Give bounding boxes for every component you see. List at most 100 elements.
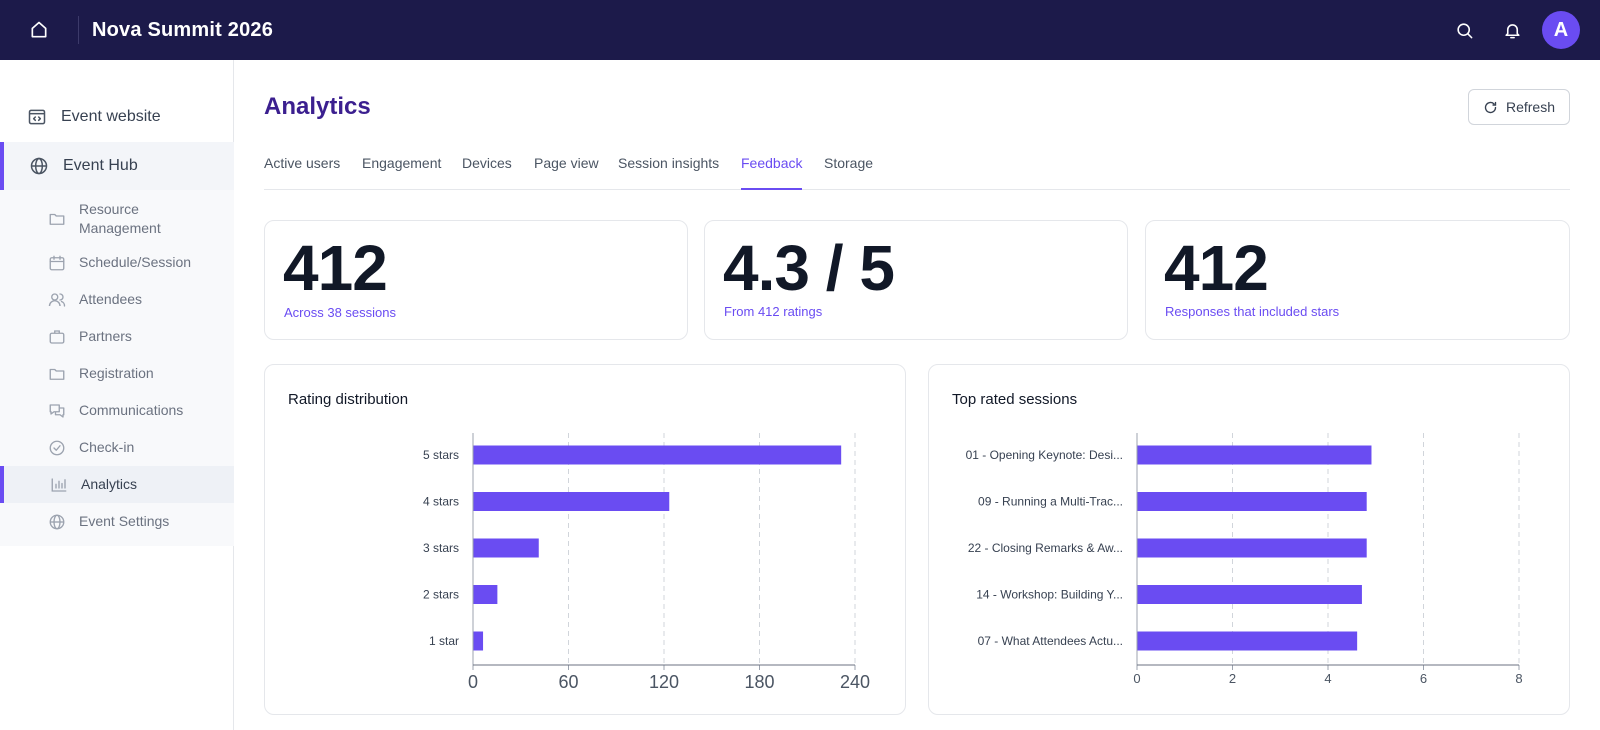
- chat-icon: [48, 402, 66, 420]
- sidebar-item-label: Check-in: [79, 439, 135, 455]
- bar: [1137, 631, 1358, 651]
- home-button[interactable]: [0, 0, 78, 60]
- bar: [1137, 538, 1367, 558]
- sidebar-item-analytics[interactable]: Analytics: [0, 466, 234, 503]
- bar: [473, 585, 498, 604]
- avatar[interactable]: A: [1542, 11, 1580, 49]
- sidebar-item-label: Schedule/Session: [79, 254, 192, 270]
- stat-card-responses: 412 Across 38 sessions: [264, 220, 688, 340]
- sidebar-item-label: Registration: [79, 365, 154, 381]
- top-bar: Nova Summit 2026 A: [0, 0, 1600, 60]
- category-label: 01 - Opening Keynote: Desi...: [966, 448, 1123, 462]
- sidebar-item-event-hub[interactable]: Event Hub: [0, 142, 234, 190]
- x-tick-label: 6: [1420, 671, 1427, 686]
- sidebar-item-label: Partners: [79, 328, 132, 344]
- category-label: 14 - Workshop: Building Y...: [976, 588, 1123, 602]
- top-bar-divider: [78, 16, 79, 44]
- top-rated-sessions-card: Top rated sessions 0 2 4 6 8 01 - Opening Key…: [928, 364, 1570, 715]
- stat-subtitle: Across 38 sessions: [284, 305, 396, 320]
- tab-storage[interactable]: Storage: [824, 155, 874, 171]
- sidebar-item-communications[interactable]: Communications: [0, 392, 234, 429]
- tab-active-users[interactable]: Active users: [264, 155, 341, 171]
- event-hub-submenu: Resource Management Schedule/Session Att…: [0, 190, 234, 546]
- sidebar-item-label: Event Settings: [79, 513, 170, 529]
- chart-title: Rating distribution: [288, 391, 409, 408]
- top-rated-sessions-chart: 0 2 4 6 8 01 - Opening Keynote: Desi... 09 - R…: [966, 433, 1523, 686]
- stat-subtitle: From 412 ratings: [724, 304, 823, 319]
- sidebar-item-attendees[interactable]: Attendees: [0, 281, 234, 318]
- calendar-icon: [48, 254, 66, 272]
- stat-value: 412: [283, 232, 388, 304]
- search-button[interactable]: [1440, 0, 1488, 60]
- category-label: 3 stars: [423, 541, 459, 555]
- stat-value: 412: [1164, 232, 1269, 304]
- check-circle-icon: [48, 439, 66, 457]
- bar-chart-icon: [50, 476, 68, 494]
- sidebar-item-label: Event Hub: [63, 157, 138, 174]
- stat-card-average-rating: 4.3 / 5 From 412 ratings: [704, 220, 1128, 340]
- sidebar-item-check-in[interactable]: Check-in: [0, 429, 234, 466]
- browser-icon: [27, 107, 47, 127]
- bar: [473, 492, 670, 511]
- folder-icon: [48, 210, 66, 228]
- users-icon: [48, 291, 66, 309]
- category-label: 07 - What Attendees Actu...: [978, 634, 1123, 648]
- category-label: 2 stars: [423, 588, 459, 602]
- sidebar-item-label: Resource Management: [79, 201, 161, 236]
- bar: [1137, 585, 1362, 604]
- tab-feedback[interactable]: Feedback: [741, 148, 803, 190]
- sidebar-item-registration[interactable]: Registration: [0, 355, 234, 392]
- notifications-button[interactable]: [1488, 0, 1536, 60]
- x-tick-label: 4: [1324, 671, 1331, 686]
- x-tick-label: 120: [649, 672, 679, 692]
- sidebar-item-resource-management[interactable]: Resource Management: [0, 194, 234, 244]
- home-icon: [31, 21, 47, 38]
- x-tick-label: 2: [1229, 671, 1236, 686]
- refresh-icon: [1483, 100, 1498, 115]
- refresh-button[interactable]: Refresh: [1468, 89, 1570, 125]
- sidebar-item-label: Attendees: [79, 291, 143, 307]
- stat-subtitle: Responses that included stars: [1165, 304, 1340, 319]
- briefcase-icon: [48, 328, 66, 346]
- globe-icon: [48, 513, 66, 531]
- sidebar-item-schedule-session[interactable]: Schedule/Session: [0, 244, 234, 281]
- x-tick-label: 60: [558, 672, 578, 692]
- x-tick-label: 0: [468, 672, 478, 692]
- page-title: Analytics: [264, 93, 371, 120]
- stat-value: 4.3 / 5: [723, 232, 895, 304]
- x-tick-label: 0: [1133, 671, 1140, 686]
- bell-icon: [1504, 23, 1520, 38]
- bar: [473, 631, 484, 651]
- x-tick-label: 8: [1515, 671, 1522, 686]
- sidebar: Event website Event Hub Resource Managem…: [0, 60, 234, 730]
- category-label: 5 stars: [423, 448, 459, 462]
- tab-page-view[interactable]: Page view: [534, 155, 599, 171]
- search-icon: [1456, 22, 1472, 38]
- stat-card-star-responses: 412 Responses that included stars: [1145, 220, 1570, 340]
- sidebar-item-event-website[interactable]: Event website: [0, 93, 234, 141]
- analytics-tabs: Active users Engagement Devices Page vie…: [264, 148, 1570, 190]
- sidebar-item-partners[interactable]: Partners: [0, 318, 234, 355]
- bar: [473, 538, 539, 558]
- rating-distribution-card: Rating distribution 0 60 120 180 240 5 stars 4…: [264, 364, 906, 715]
- sidebar-item-label: Event website: [61, 108, 161, 125]
- tab-engagement[interactable]: Engagement: [362, 155, 442, 171]
- x-tick-label: 180: [744, 672, 774, 692]
- bar: [1137, 445, 1372, 465]
- tab-devices[interactable]: Devices: [462, 155, 512, 171]
- category-label: 22 - Closing Remarks & Aw...: [968, 541, 1123, 555]
- bar: [473, 445, 842, 465]
- sidebar-item-event-settings[interactable]: Event Settings: [0, 503, 234, 540]
- folder-icon: [48, 365, 66, 383]
- category-label: 09 - Running a Multi-Trac...: [978, 495, 1123, 509]
- chart-title: Top rated sessions: [952, 391, 1078, 408]
- x-tick-label: 240: [840, 672, 870, 692]
- globe-icon: [29, 156, 49, 176]
- category-label: 1 star: [429, 634, 459, 648]
- tab-session-insights[interactable]: Session insights: [618, 155, 720, 171]
- bar: [1137, 492, 1367, 511]
- refresh-label: Refresh: [1505, 99, 1556, 115]
- category-label: 4 stars: [423, 495, 459, 509]
- sidebar-item-label: Analytics: [81, 476, 138, 492]
- rating-distribution-chart: 0 60 120 180 240 5 stars 4 stars 3 stars 2 stars…: [423, 433, 870, 692]
